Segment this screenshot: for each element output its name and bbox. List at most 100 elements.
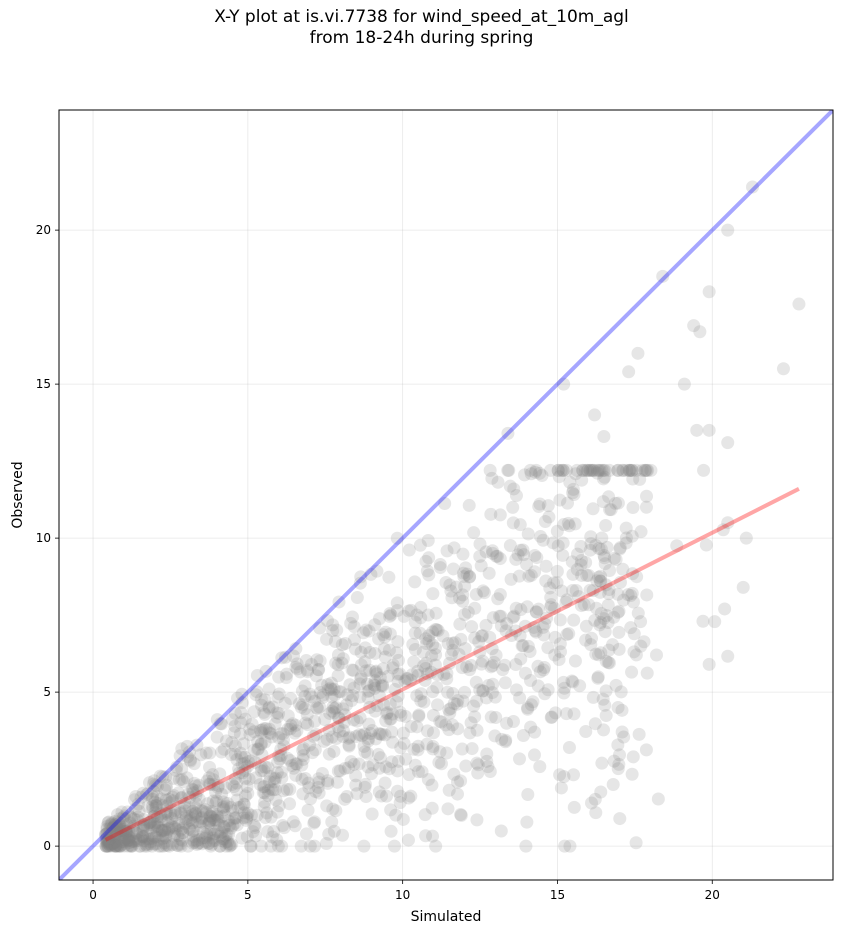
scatter-point [169,822,183,836]
scatter-point [125,839,139,853]
scatter-point [336,702,350,716]
scatter-point [374,789,388,803]
scatter-point [524,720,538,734]
scatter-point [259,721,273,735]
scatter-point [338,761,352,775]
scatter-point [453,591,467,605]
scatter-point [226,804,240,818]
scatter-point [219,799,233,813]
scatter-point [223,839,237,853]
scatter-point [476,654,490,668]
scatter-point [456,547,470,561]
scatter-point [312,775,326,789]
scatter-point [320,614,334,628]
scatter-point [296,749,310,763]
scatter-point [317,734,331,748]
scatter-point [516,639,530,653]
scatter-point [424,665,438,679]
scatter-point [507,609,521,623]
scatter-point [230,783,244,797]
scatter-point [237,806,251,820]
scatter-point [429,606,443,620]
scatter-point [100,835,114,849]
scatter-point [465,742,479,756]
scatter-point [131,810,145,824]
one-to-one-line [59,110,833,880]
scatter-point [584,530,598,544]
scatter-point [571,547,585,561]
scatter-point [358,727,372,741]
scatter-point [207,827,221,841]
scatter-point [173,832,187,846]
scatter-point [257,780,271,794]
scatter-point [136,830,150,844]
scatter-point [120,826,134,840]
scatter-point [305,690,319,704]
scatter-point [183,753,197,767]
scatter-point [240,830,254,844]
scatter-point [528,624,542,638]
scatter-point [271,839,285,853]
scatter-point [388,683,402,697]
scatter-point [321,774,335,788]
scatter-point [110,819,124,833]
scatter-point [167,789,181,803]
scatter-point [384,712,398,726]
scatter-point [419,656,433,670]
scatter-point [450,787,464,801]
scatter-point [332,685,346,699]
scatter-point [425,778,439,792]
scatter-point [159,814,173,828]
scatter-point [150,779,164,793]
scatter-point [111,838,125,852]
scatter-point [230,793,244,807]
scatter-point [222,837,236,851]
scatter-point [421,608,435,622]
scatter-point [127,793,141,807]
scatter-point [255,748,269,762]
scatter-point [346,663,360,677]
scatter-point [228,719,242,733]
scatter-point [611,762,625,776]
scatter-point [386,658,400,672]
scatter-point [116,832,130,846]
scatter-point [295,758,309,772]
scatter-point [488,690,502,704]
scatter-point [374,679,388,693]
scatter-point [311,663,325,677]
scatter-point [190,838,204,852]
scatter-point [544,600,558,614]
scatter-point [187,776,201,790]
scatter-point [594,574,608,588]
scatter-point [150,799,164,813]
scatter-point [271,690,285,704]
scatter-point [400,672,414,686]
scatter-point [163,796,177,810]
scatter-point [180,739,194,753]
scatter-point [240,780,254,794]
scatter-point [217,803,231,817]
scatter-point [390,784,404,798]
scatter-point [143,837,157,851]
scatter-point [368,681,382,695]
scatter-point [114,827,128,841]
scatter-point [235,831,249,845]
scatter-point [509,624,523,638]
scatter-point [148,806,162,820]
scatter-point [161,838,175,852]
scatter-point [149,799,163,813]
scatter-point [567,613,581,627]
scatter-point [600,608,614,622]
scatter-point [514,652,528,666]
scatter-point [113,831,127,845]
scatter-point [174,823,188,837]
scatter-point [319,837,333,851]
scatter-point [548,630,562,644]
scatter-point [311,780,325,794]
scatter-point [513,752,527,766]
scatter-point [278,696,292,710]
scatter-point [368,704,382,718]
scatter-point [391,689,405,703]
scatter-point [137,818,151,832]
scatter-point [454,774,468,788]
